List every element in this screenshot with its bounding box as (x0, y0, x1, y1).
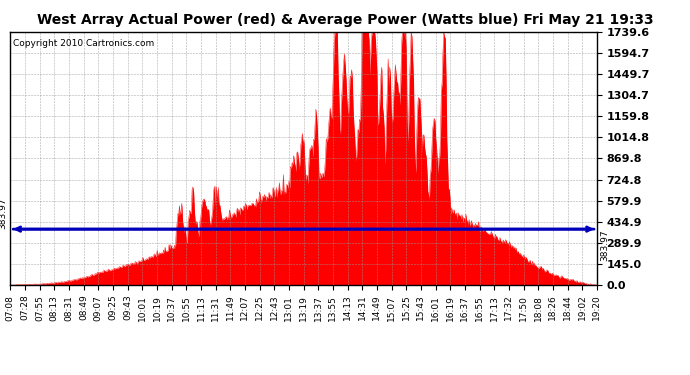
Text: West Array Actual Power (red) & Average Power (Watts blue) Fri May 21 19:33: West Array Actual Power (red) & Average … (37, 13, 653, 27)
Text: Copyright 2010 Cartronics.com: Copyright 2010 Cartronics.com (13, 39, 155, 48)
Text: 383.97: 383.97 (0, 198, 8, 229)
Text: 383.97: 383.97 (600, 229, 609, 261)
